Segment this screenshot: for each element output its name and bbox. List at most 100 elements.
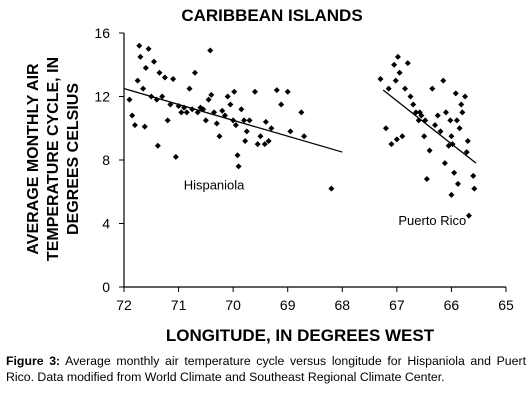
data-point	[230, 117, 237, 124]
data-point	[410, 101, 417, 108]
data-point	[465, 212, 472, 219]
data-point	[284, 88, 291, 95]
data-point	[181, 104, 188, 111]
data-point	[415, 117, 422, 124]
y-axis-label-line: TEMPERATURE CYCLE, IN	[45, 57, 62, 261]
data-point	[458, 101, 465, 108]
data-point	[145, 45, 152, 52]
data-point	[183, 109, 190, 116]
data-point	[175, 103, 182, 110]
trend-line	[382, 89, 477, 164]
data-point	[161, 74, 168, 81]
caption-label: Figure 3:	[6, 354, 61, 368]
data-point	[131, 122, 138, 129]
data-point	[448, 191, 455, 198]
data-point	[464, 137, 471, 144]
y-tick-label: 12	[94, 89, 110, 105]
x-tick-label: 68	[334, 297, 350, 313]
data-point	[186, 85, 193, 92]
data-point	[140, 85, 147, 92]
y-tick-label: 0	[102, 279, 110, 295]
data-point	[407, 93, 414, 100]
data-point	[200, 106, 207, 113]
data-point	[129, 112, 136, 119]
data-point	[262, 118, 269, 125]
x-tick-label: 72	[116, 297, 132, 313]
data-point	[221, 112, 228, 119]
data-point	[402, 85, 409, 92]
data-point	[216, 133, 223, 140]
data-point	[234, 152, 241, 159]
data-point	[432, 122, 439, 129]
caption-text: Average monthly air temperature cycle ve…	[6, 354, 526, 384]
data-point	[422, 117, 429, 124]
data-point	[396, 69, 403, 76]
plot-area: 0 4 8 12 16 72 71 70 69 68 67 66 65 Hispaniola Puerto …	[94, 25, 514, 313]
data-point	[207, 47, 214, 54]
data-point	[453, 117, 460, 124]
y-tick-label: 8	[102, 152, 110, 168]
data-point	[382, 125, 389, 132]
x-tick-label: 67	[389, 297, 405, 313]
data-point	[412, 109, 419, 116]
data-point	[194, 109, 201, 116]
data-point	[454, 180, 461, 187]
data-point	[328, 185, 335, 192]
data-point	[448, 133, 455, 140]
data-point	[208, 91, 215, 98]
data-point	[385, 85, 392, 92]
data-point	[437, 128, 444, 135]
data-point	[205, 96, 212, 103]
data-point	[238, 106, 245, 113]
data-point	[418, 112, 425, 119]
data-point	[153, 96, 160, 103]
data-point	[463, 149, 470, 156]
data-point	[462, 93, 469, 100]
data-point	[148, 93, 155, 100]
data-point	[211, 109, 218, 116]
data-point	[126, 96, 133, 103]
data-point	[459, 109, 466, 116]
data-point	[449, 141, 456, 148]
x-axis-label: LONGITUDE, IN DEGREES WEST	[166, 326, 435, 345]
x-tick-label: 66	[444, 297, 460, 313]
data-point	[136, 42, 143, 49]
data-point	[399, 133, 406, 140]
y-tick-label: 4	[102, 216, 110, 232]
data-point	[159, 93, 166, 100]
data-point	[421, 133, 428, 140]
data-point	[423, 176, 430, 183]
x-tick-label: 65	[498, 297, 514, 313]
data-point	[246, 117, 253, 124]
y-axis-label-line: DEGREES CELSIUS	[65, 83, 82, 235]
data-point	[261, 141, 268, 148]
data-point	[471, 185, 478, 192]
chart-title: CARIBBEAN ISLANDS	[181, 6, 362, 25]
data-point	[452, 90, 459, 97]
data-point	[231, 88, 238, 95]
data-point	[265, 137, 272, 144]
data-point	[167, 101, 174, 108]
x-tick-label: 70	[225, 297, 241, 313]
data-point	[434, 112, 441, 119]
x-tick-label: 71	[171, 297, 187, 313]
data-point	[388, 141, 395, 148]
data-point	[268, 125, 275, 132]
data-point	[257, 133, 264, 140]
data-point	[254, 141, 261, 148]
data-point	[298, 109, 305, 116]
data-point	[172, 153, 179, 160]
data-point	[213, 120, 220, 127]
data-point	[154, 142, 161, 149]
data-point	[441, 160, 448, 167]
data-point	[134, 77, 141, 84]
data-point	[393, 136, 400, 143]
data-point	[178, 109, 185, 116]
data-point	[451, 169, 458, 176]
data-point	[243, 128, 250, 135]
figure-caption: Figure 3: Average monthly air temperatur…	[6, 353, 526, 385]
data-point	[391, 61, 398, 68]
data-point	[273, 87, 280, 94]
data-point	[442, 109, 449, 116]
data-point	[392, 77, 399, 84]
